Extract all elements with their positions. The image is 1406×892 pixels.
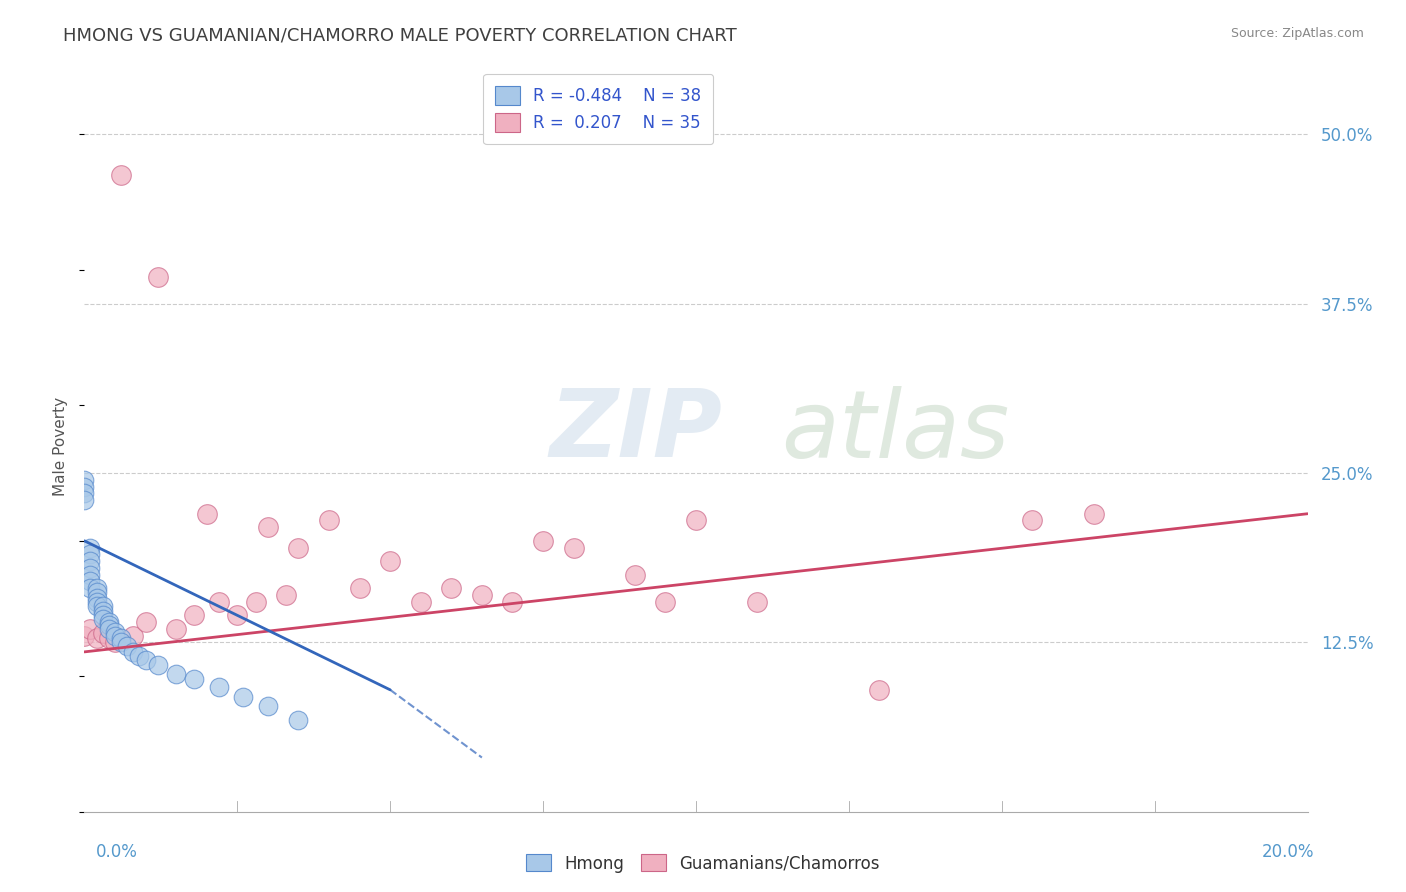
Point: [183, 672, 205, 686]
Point: [97, 622, 120, 636]
Point: [135, 653, 157, 667]
Point: [79, 541, 101, 555]
Point: [1083, 507, 1105, 521]
Point: [97, 632, 120, 646]
Point: [86, 585, 108, 599]
Text: atlas: atlas: [782, 386, 1010, 477]
Point: [245, 595, 267, 609]
Text: 20.0%: 20.0%: [1263, 843, 1315, 861]
Point: [79, 561, 101, 575]
Point: [79, 567, 101, 582]
Point: [86, 591, 108, 605]
Text: HMONG VS GUAMANIAN/CHAMORRO MALE POVERTY CORRELATION CHART: HMONG VS GUAMANIAN/CHAMORRO MALE POVERTY…: [63, 27, 737, 45]
Point: [91, 599, 114, 613]
Point: [122, 629, 145, 643]
Point: [91, 612, 114, 626]
Point: [86, 632, 108, 646]
Point: [624, 567, 647, 582]
Point: [79, 622, 101, 636]
Point: [91, 608, 114, 623]
Point: [115, 640, 138, 654]
Point: [471, 588, 494, 602]
Legend: Hmong, Guamanians/Chamorros: Hmong, Guamanians/Chamorros: [519, 847, 887, 880]
Point: [97, 615, 120, 629]
Text: 0.0%: 0.0%: [96, 843, 138, 861]
Point: [276, 588, 298, 602]
Point: [104, 624, 127, 639]
Point: [79, 547, 101, 561]
Point: [318, 514, 340, 528]
Point: [287, 541, 309, 555]
Point: [685, 514, 707, 528]
Point: [654, 595, 676, 609]
Point: [73, 629, 96, 643]
Point: [257, 699, 280, 714]
Point: [135, 615, 157, 629]
Point: [349, 581, 371, 595]
Point: [91, 626, 114, 640]
Point: [122, 645, 145, 659]
Point: [380, 554, 402, 568]
Point: [183, 608, 205, 623]
Point: [91, 604, 114, 618]
Point: [73, 480, 96, 494]
Point: [73, 493, 96, 508]
Point: [232, 690, 254, 704]
Point: [128, 648, 150, 663]
Point: [287, 713, 309, 727]
Legend: R = -0.484    N = 38, R =  0.207    N = 35: R = -0.484 N = 38, R = 0.207 N = 35: [484, 74, 713, 145]
Point: [146, 658, 169, 673]
Point: [1021, 514, 1043, 528]
Point: [110, 632, 132, 646]
Point: [146, 269, 169, 284]
Text: ZIP: ZIP: [550, 385, 723, 477]
Point: [110, 635, 132, 649]
Point: [86, 599, 108, 613]
Point: [257, 520, 280, 534]
Point: [165, 666, 187, 681]
Point: [562, 541, 585, 555]
Point: [79, 574, 101, 589]
Point: [110, 168, 132, 182]
Point: [86, 581, 108, 595]
Point: [531, 533, 554, 548]
Point: [195, 507, 218, 521]
Point: [79, 581, 101, 595]
Point: [502, 595, 524, 609]
Point: [97, 617, 120, 632]
Text: Source: ZipAtlas.com: Source: ZipAtlas.com: [1230, 27, 1364, 40]
Y-axis label: Male Poverty: Male Poverty: [53, 396, 69, 496]
Point: [226, 608, 249, 623]
Point: [104, 629, 127, 643]
Point: [409, 595, 432, 609]
Point: [165, 622, 187, 636]
Point: [208, 595, 231, 609]
Point: [869, 682, 891, 697]
Point: [440, 581, 463, 595]
Point: [73, 473, 96, 487]
Point: [73, 486, 96, 500]
Point: [79, 554, 101, 568]
Point: [747, 595, 769, 609]
Point: [104, 635, 127, 649]
Point: [208, 680, 231, 694]
Point: [86, 595, 108, 609]
